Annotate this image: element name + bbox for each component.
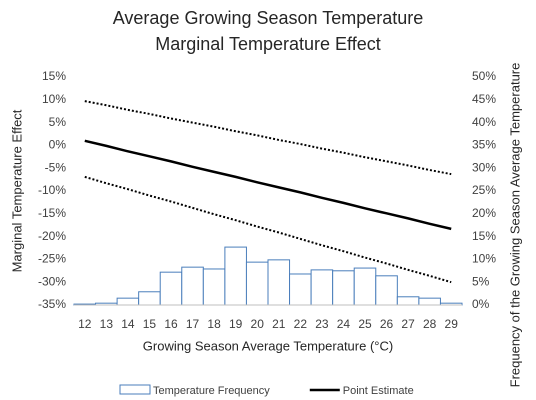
- histogram-bar: [224, 246, 247, 306]
- y2-tick-label: 30%: [472, 160, 496, 174]
- x-tick-label: 12: [78, 317, 92, 331]
- legend-swatch: [119, 384, 151, 395]
- histogram-bar: [353, 267, 377, 306]
- y-tick-label: -5%: [45, 160, 67, 174]
- x-tick-label: 27: [401, 317, 415, 331]
- histogram-bar: [138, 291, 161, 306]
- x-tick-label: 14: [121, 317, 135, 331]
- x-tick-label: 25: [358, 317, 372, 331]
- x-tick-label: 15: [143, 317, 157, 331]
- histogram-bar: [332, 270, 355, 306]
- y-tick-label: 15%: [42, 69, 66, 83]
- y-tick-label: -30%: [38, 274, 66, 288]
- x-tick-label: 26: [380, 317, 394, 331]
- y2-tick-label: 0%: [472, 297, 490, 311]
- y-tick-label: 10%: [42, 92, 66, 106]
- y-tick-label: 5%: [49, 115, 67, 129]
- histogram-bar: [396, 296, 420, 306]
- x-tick-label: 18: [207, 317, 221, 331]
- x-tick-label: 24: [337, 317, 351, 331]
- histogram-bar: [116, 297, 140, 306]
- confidence-line: [84, 175, 452, 284]
- x-tick-label: 20: [251, 317, 265, 331]
- histogram-bar: [267, 259, 291, 306]
- x-tick-label: 19: [229, 317, 243, 331]
- y2-tick-label: 45%: [472, 92, 496, 106]
- y2-tick-label: 20%: [472, 206, 496, 220]
- y2-tick-label: 35%: [472, 138, 496, 152]
- y-tick-label: -10%: [38, 183, 66, 197]
- line: [84, 139, 452, 231]
- x-tick-label: 29: [445, 317, 459, 331]
- y2-tick-label: 5%: [472, 274, 490, 288]
- x-tick-label: 28: [423, 317, 437, 331]
- chart-title: Average Growing Season Temperature: [113, 8, 424, 28]
- histogram-bar: [289, 273, 312, 306]
- x-tick-label: 21: [272, 317, 286, 331]
- y-tick-label: 0%: [49, 138, 67, 152]
- y2-tick-label: 25%: [472, 183, 496, 197]
- x-tick-label: 22: [294, 317, 308, 331]
- y2-tick-label: 50%: [472, 69, 496, 83]
- x-tick-label: 16: [164, 317, 178, 331]
- x-axis-title: Growing Season Average Temperature (°C): [143, 338, 393, 353]
- y-axis-title: Marginal Temperature Effect: [9, 109, 24, 272]
- y2-tick-label: 15%: [472, 229, 496, 243]
- y-tick-label: -20%: [38, 229, 66, 243]
- confidence-line: [84, 100, 452, 176]
- x-tick-label: 13: [100, 317, 114, 331]
- y-tick-label: -25%: [38, 252, 66, 266]
- histogram-bar: [202, 268, 226, 306]
- x-tick-label: 23: [315, 317, 329, 331]
- y-tick-label: -35%: [38, 297, 66, 311]
- histogram-bar: [418, 297, 441, 306]
- histogram-bar: [181, 266, 204, 306]
- y-tick-label: -15%: [38, 206, 66, 220]
- histogram-bar: [310, 269, 334, 306]
- y2-axis-title: Frequency of the Growing Season Average …: [507, 63, 522, 388]
- legend-label: Temperature Frequency: [153, 385, 270, 397]
- histogram-bar: [375, 275, 398, 306]
- legend-label: Point Estimate: [343, 385, 414, 397]
- y2-tick-label: 10%: [472, 252, 496, 266]
- x-tick-label: 17: [186, 317, 200, 331]
- histogram-bar: [245, 261, 269, 306]
- y2-tick-label: 40%: [472, 115, 496, 129]
- chart-subtitle: Marginal Temperature Effect: [155, 34, 380, 54]
- histogram-bar: [159, 271, 183, 306]
